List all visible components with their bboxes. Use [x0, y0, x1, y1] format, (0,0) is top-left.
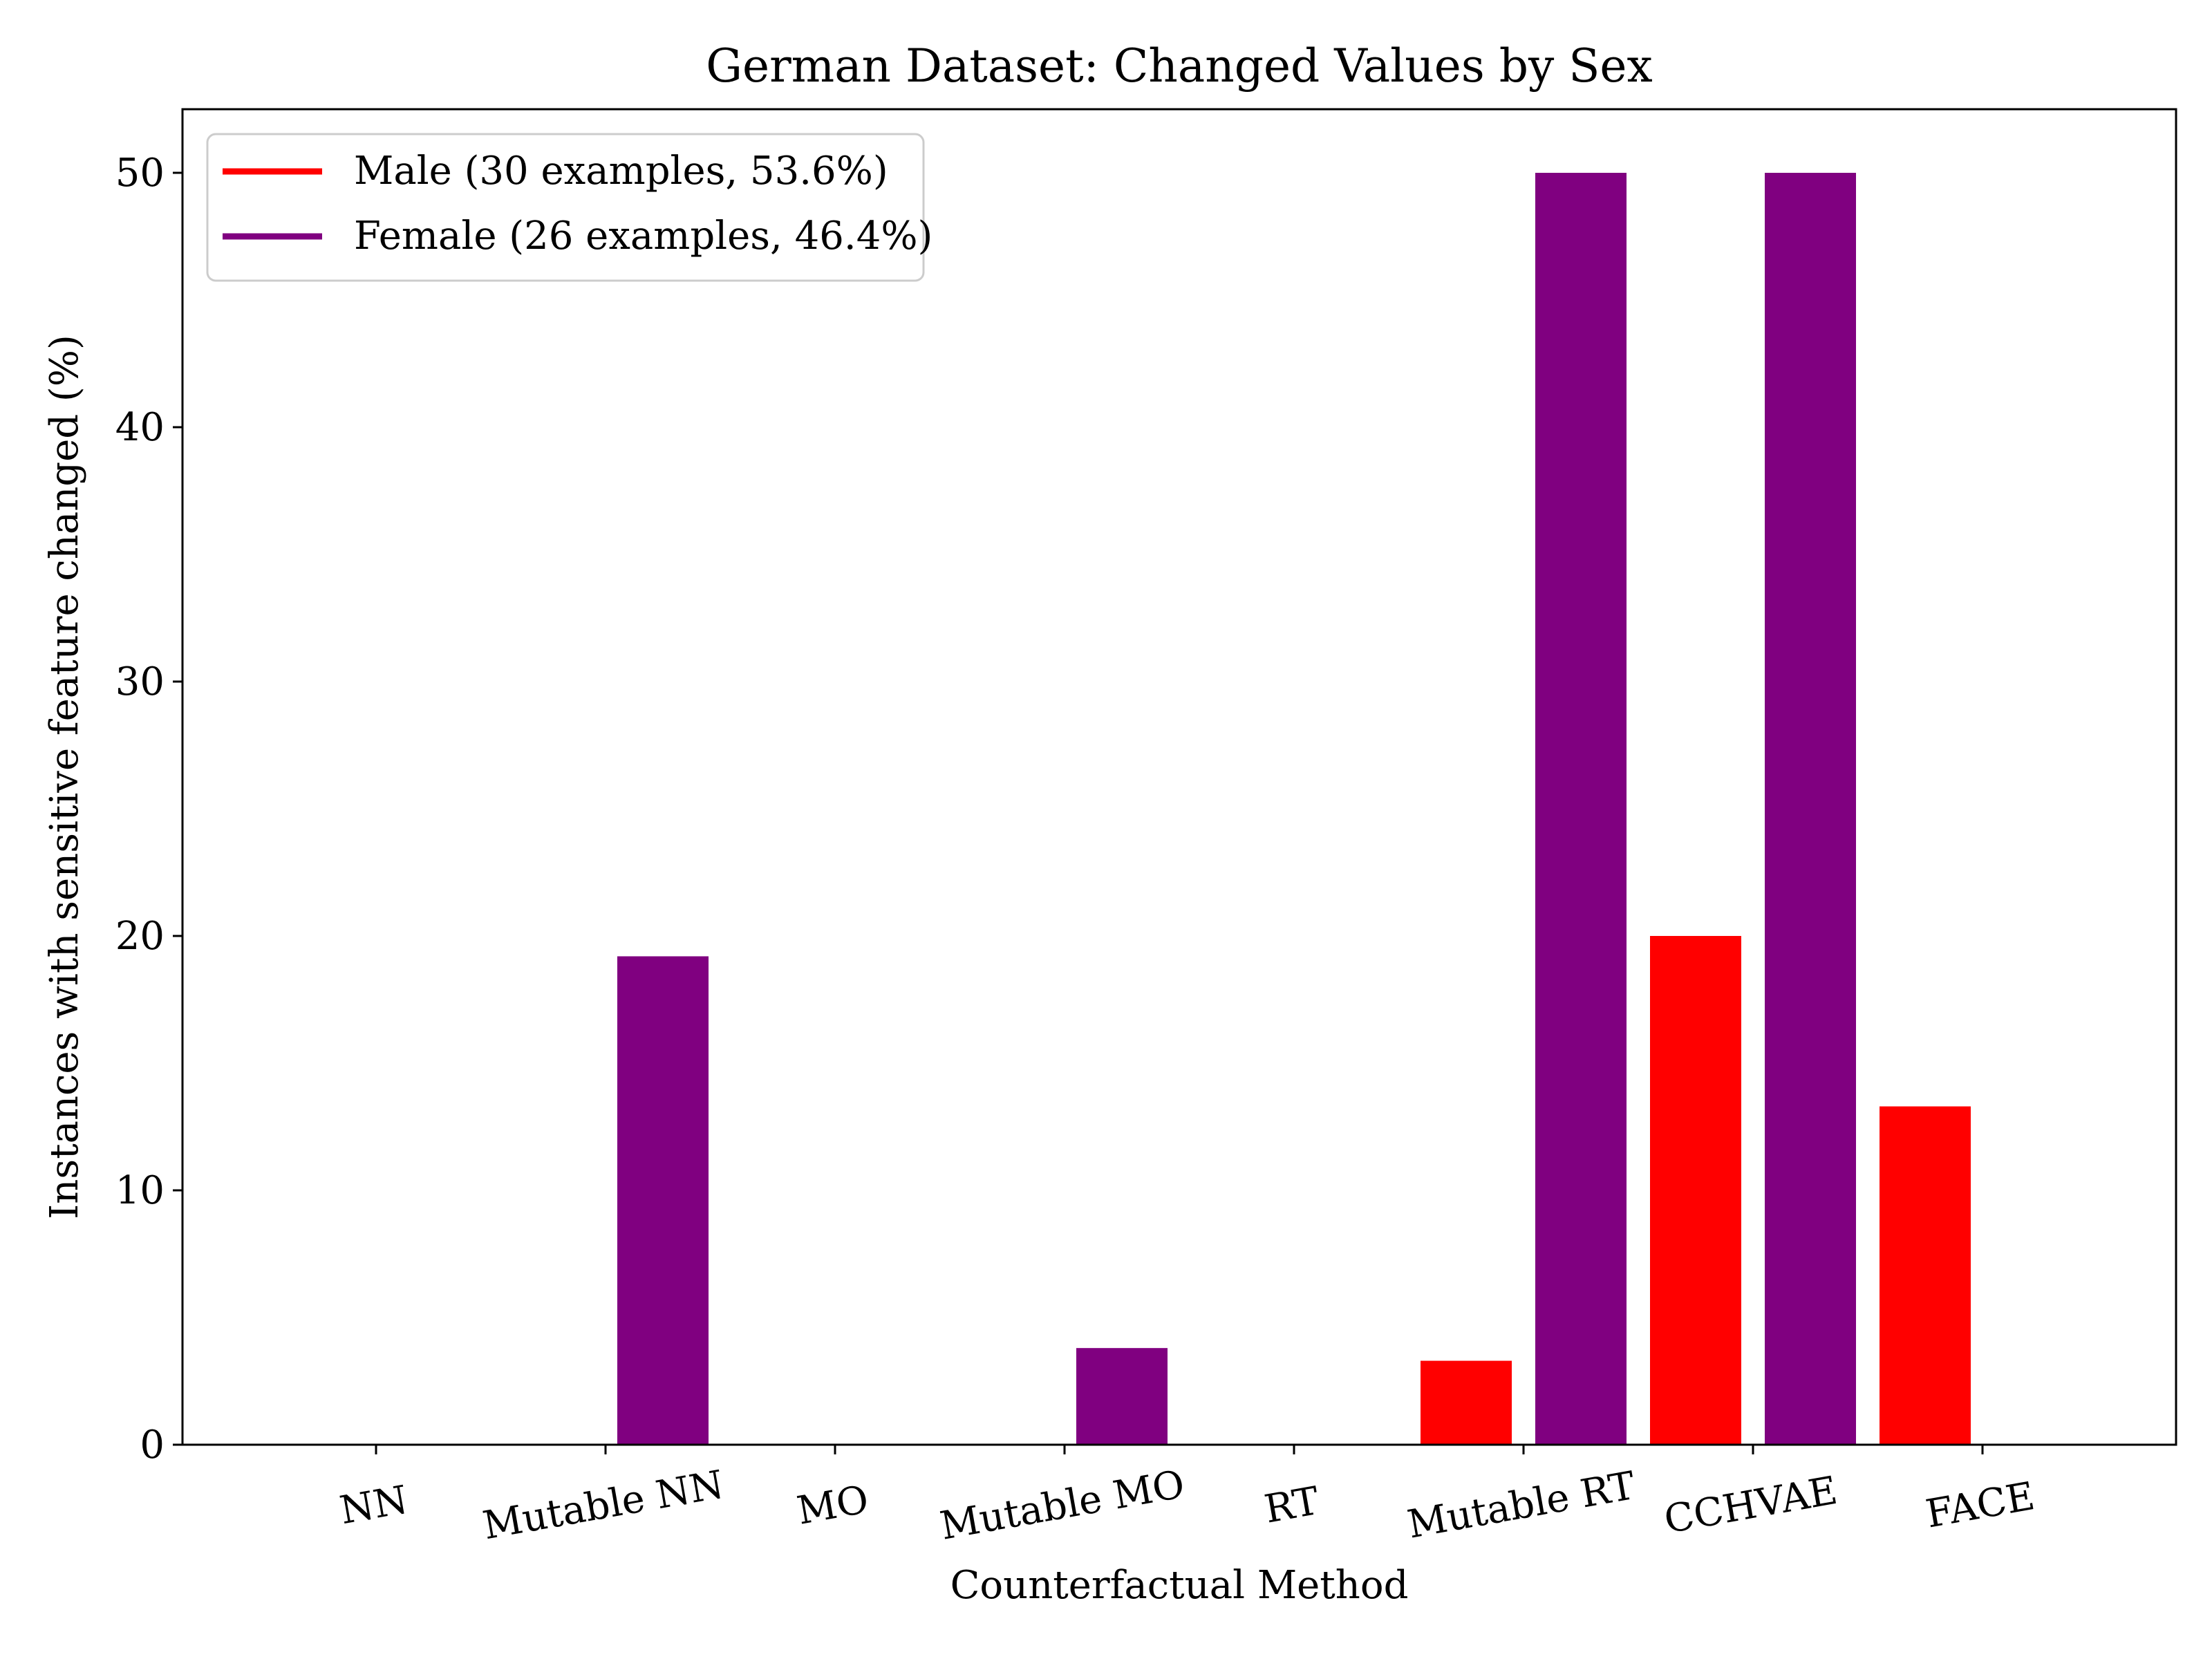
legend-label-male: Male (30 examples, 53.6%) [354, 149, 888, 194]
bar-male-cchvae [1650, 936, 1741, 1445]
y-tick-label: 20 [115, 914, 165, 959]
y-tick-label: 30 [115, 659, 165, 704]
legend: Male (30 examples, 53.6%) Female (26 exa… [206, 133, 932, 282]
bar-male-mutable-rt [1421, 1360, 1512, 1445]
y-axis: 0 10 20 30 40 50 [115, 151, 182, 1468]
y-tick-label: 10 [115, 1168, 165, 1213]
bar-female-cchvae [1765, 173, 1856, 1445]
legend-box [206, 133, 925, 282]
chart-title: German Dataset: Changed Values by Sex [706, 39, 1652, 93]
x-tick-label: RT [1261, 1479, 1322, 1533]
y-axis-label: Instances with sensitive feature changed… [42, 335, 87, 1219]
legend-label-female: Female (26 examples, 46.4%) [354, 214, 932, 259]
bar-male-face [1880, 1106, 1971, 1445]
plot-frame [181, 108, 2177, 1446]
y-tick-label: 40 [115, 405, 165, 450]
bars [617, 173, 1971, 1445]
bar-female-mutable-nn [617, 956, 709, 1445]
x-axis-label: Counterfactual Method [950, 1563, 1409, 1608]
y-tick-label: 50 [115, 151, 165, 196]
bar-female-mutable-rt [1535, 173, 1627, 1445]
y-tick-label: 0 [140, 1423, 165, 1468]
bar-female-mutable-mo [1076, 1348, 1168, 1445]
